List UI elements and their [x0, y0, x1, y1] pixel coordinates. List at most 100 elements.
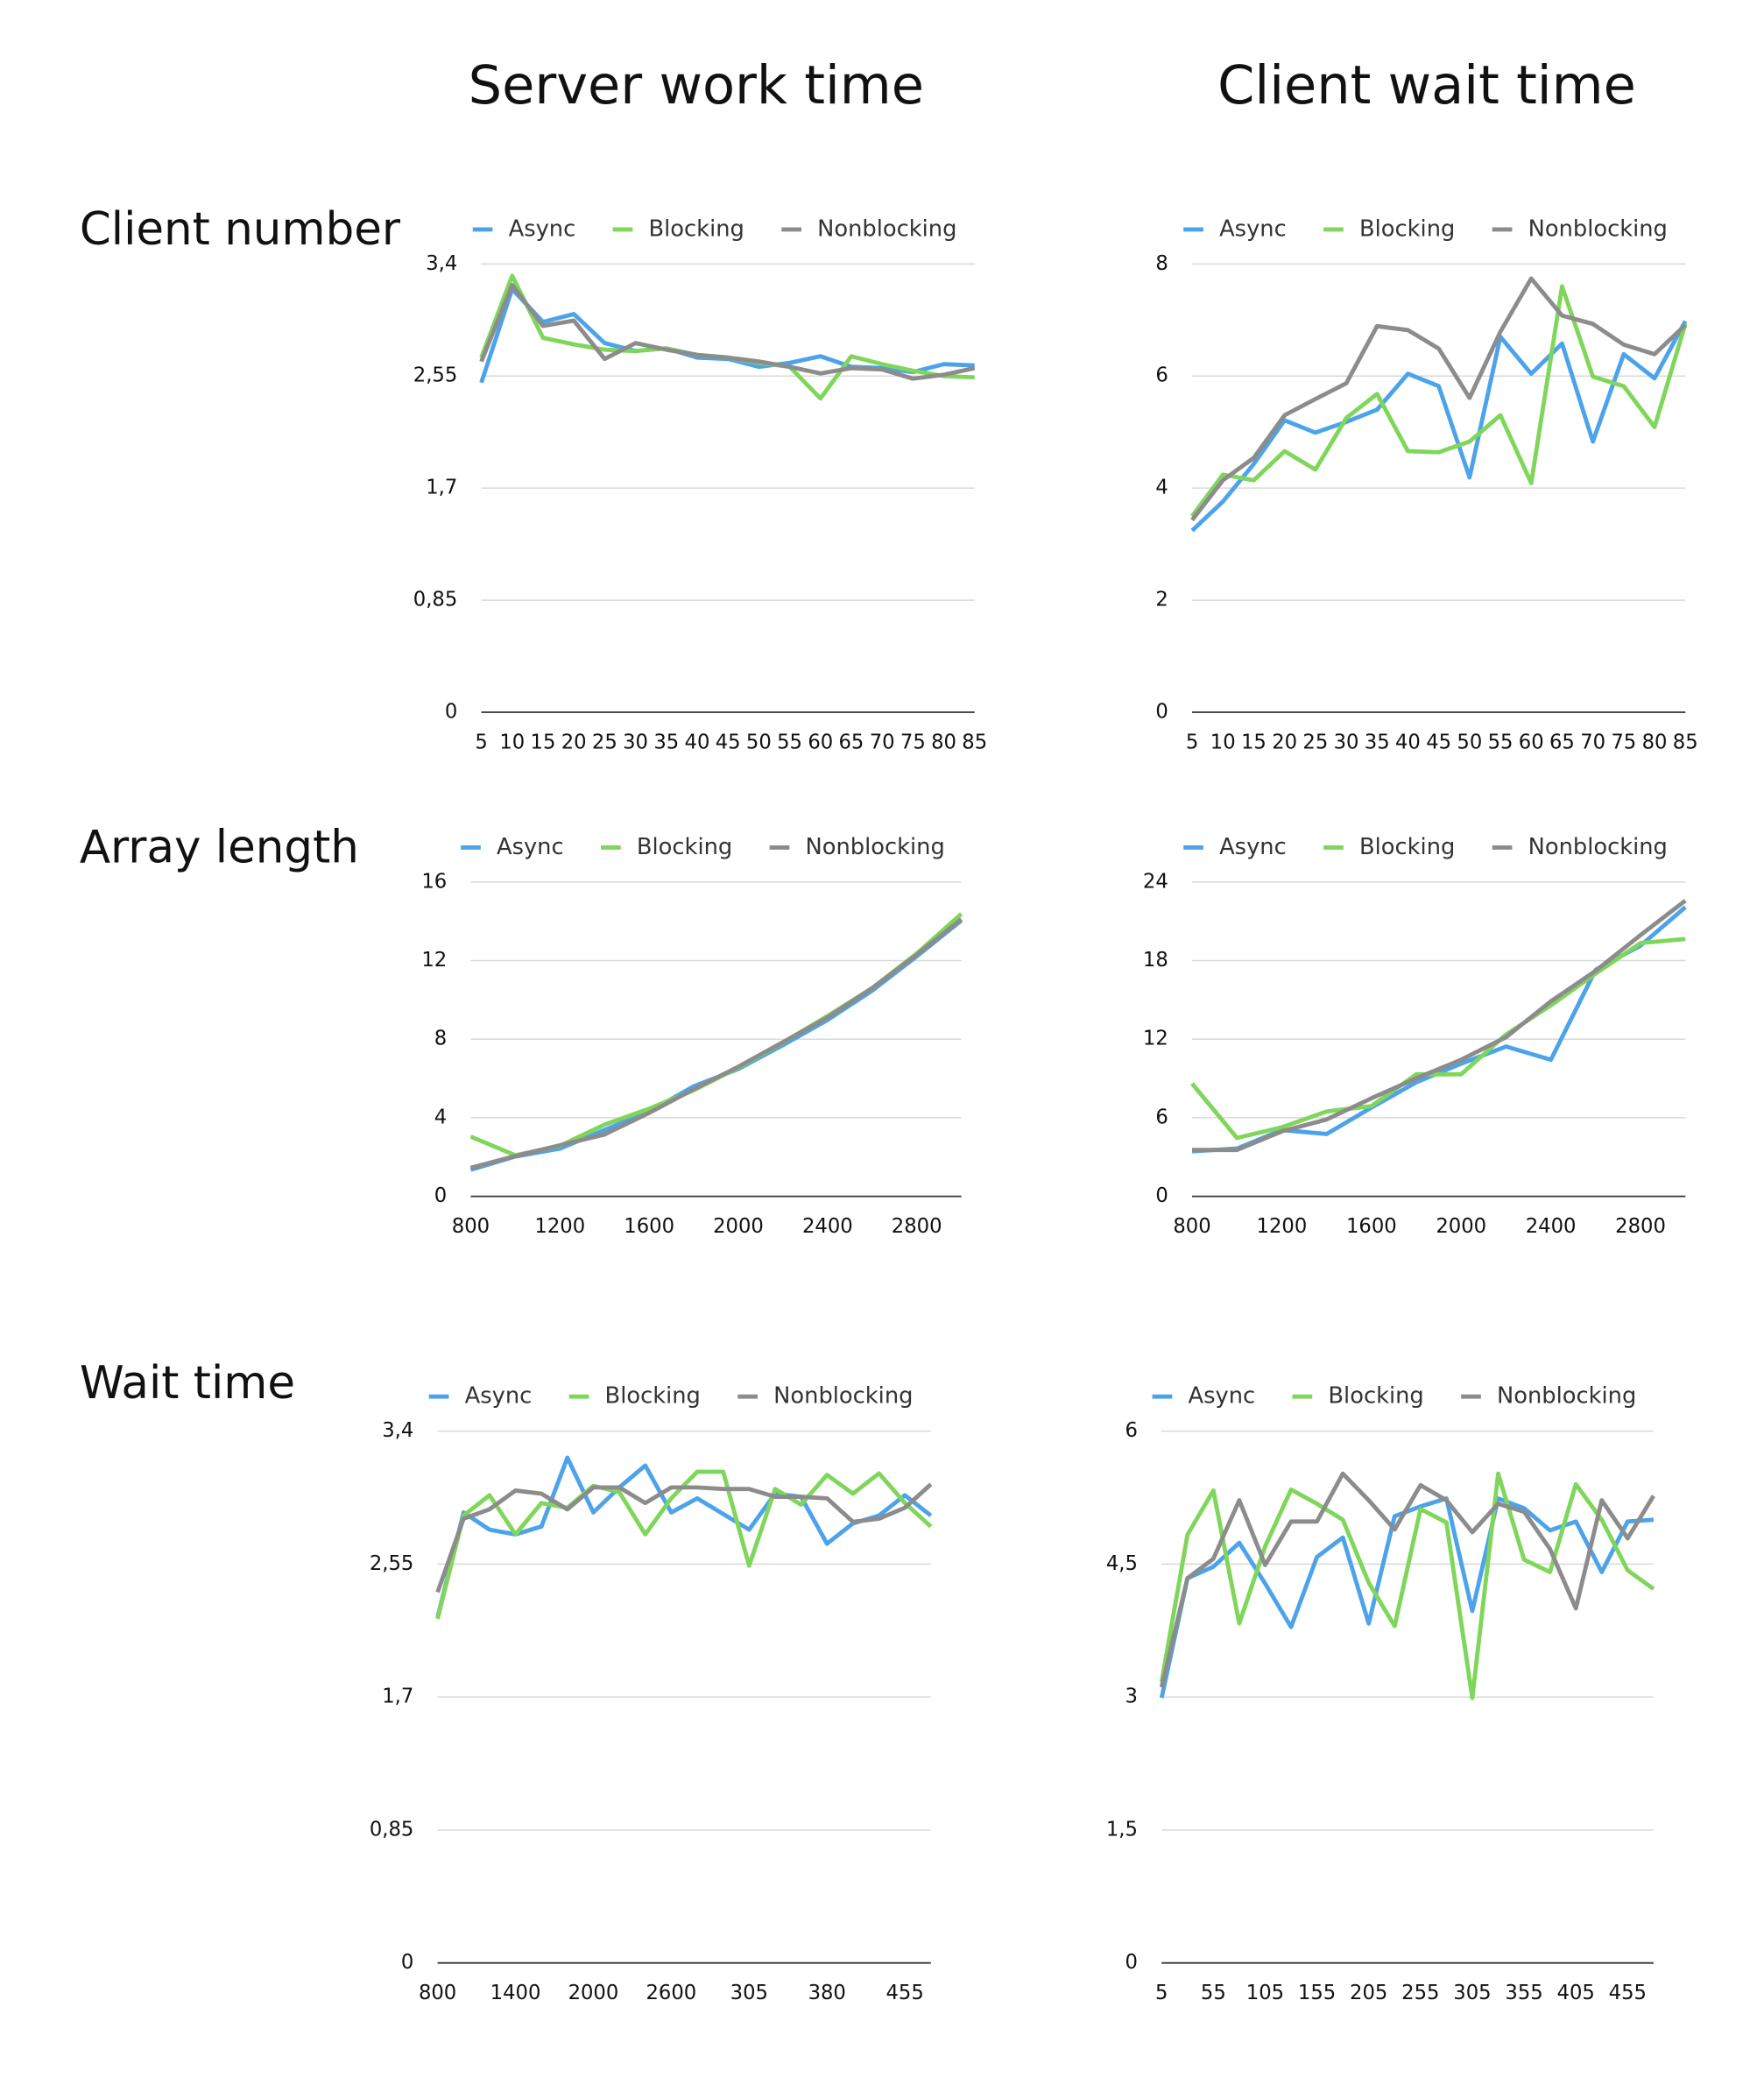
- x-tick-label: 60: [808, 731, 833, 753]
- series-line: [469, 912, 963, 1158]
- legend-label: Blocking: [649, 216, 744, 242]
- legend: Async Blocking Nonblocking: [472, 216, 956, 242]
- x-tick-label: 380: [808, 1982, 846, 2004]
- column-title: Client wait time: [1217, 55, 1636, 117]
- x-tick-label: 2000: [713, 1215, 764, 1238]
- y-tick-label: 12: [421, 949, 447, 972]
- x-tick-label: 75: [1611, 731, 1636, 753]
- series-line: [1190, 276, 1687, 522]
- x-tick-label: 305: [730, 1982, 768, 2004]
- series-line: [435, 1482, 933, 1594]
- x-tick-label: 1200: [534, 1215, 585, 1238]
- y-tick-label: 8: [434, 1028, 447, 1050]
- x-tick-label: 35: [1365, 731, 1390, 753]
- y-tick-label: 2,55: [370, 1552, 414, 1575]
- y-tick-label: 0: [1155, 1184, 1168, 1207]
- y-tick-label: 3,4: [426, 252, 457, 275]
- y-tick-label: 6: [1155, 1106, 1168, 1128]
- x-tick-label: 25: [592, 731, 617, 753]
- x-tick-label: 85: [962, 731, 987, 753]
- x-tick-label: 1200: [1257, 1215, 1308, 1238]
- x-tick-label: 2400: [802, 1215, 853, 1238]
- legend-label: Async: [465, 1383, 533, 1410]
- y-tick-label: 2: [1155, 589, 1168, 611]
- row-title: Wait time: [80, 1357, 295, 1410]
- x-tick-label: 2800: [1615, 1215, 1666, 1238]
- x-tick-label: 45: [1426, 731, 1451, 753]
- y-tick-label: 4: [434, 1106, 447, 1128]
- legend-label: Nonblocking: [1497, 1383, 1636, 1410]
- x-tick-label: 800: [1173, 1215, 1210, 1238]
- y-tick-label: 0: [434, 1184, 447, 1207]
- x-tick-label: 55: [777, 731, 802, 753]
- series-line: [479, 273, 975, 401]
- x-tick-label: 205: [1350, 1982, 1387, 2004]
- x-tick-label: 455: [1609, 1982, 1647, 2004]
- x-tick-label: 30: [623, 731, 648, 753]
- x-tick-label: 70: [1580, 731, 1605, 753]
- legend-label: Nonblocking: [1528, 834, 1668, 860]
- y-tick-label: 4: [1155, 477, 1168, 499]
- x-tick-label: 50: [1457, 731, 1482, 753]
- x-tick-label: 5: [475, 731, 487, 753]
- legend-label: Nonblocking: [1528, 216, 1668, 242]
- y-tick-label: 3: [1125, 1686, 1138, 1708]
- x-tick-label: 105: [1246, 1982, 1284, 2004]
- x-tick-label: 55: [1201, 1982, 1226, 2004]
- legend-label: Async: [1219, 216, 1287, 242]
- series-line: [469, 918, 963, 1172]
- x-tick-label: 2400: [1526, 1215, 1577, 1238]
- x-tick-label: 10: [499, 731, 525, 753]
- y-tick-label: 0: [1155, 701, 1168, 724]
- x-tick-label: 60: [1519, 731, 1544, 753]
- y-tick-label: 2,55: [413, 364, 458, 387]
- chart: 0 4 8 12 16 800 1200 1600 2000 2400 2800 Async Block…: [421, 834, 963, 1238]
- y-tick-label: 6: [1125, 1419, 1138, 1442]
- series-line: [1159, 1471, 1655, 1688]
- series-line: [1190, 284, 1688, 518]
- x-tick-label: 455: [886, 1982, 923, 2004]
- y-tick-label: 18: [1143, 949, 1168, 972]
- x-tick-label: 355: [1505, 1982, 1542, 2004]
- y-tick-label: 1,5: [1106, 1818, 1138, 1841]
- y-tick-label: 1,7: [382, 1686, 413, 1708]
- y-tick-label: 4,5: [1106, 1552, 1138, 1575]
- series-line: [1192, 899, 1687, 1153]
- series-line: [1190, 320, 1688, 533]
- series-line: [1191, 905, 1687, 1154]
- legend-label: Async: [1188, 1383, 1255, 1410]
- legend: Async Blocking Nonblocking: [1183, 834, 1668, 860]
- chart: 01,534,565 55 105 155 205 255 305 355 405 455Asyn…: [1106, 1383, 1655, 2004]
- legend-label: Nonblocking: [806, 834, 945, 860]
- row-title: Client number: [80, 203, 401, 256]
- series-line: [1190, 936, 1686, 1141]
- legend-label: Nonblocking: [817, 216, 956, 242]
- x-tick-label: 2000: [1436, 1215, 1486, 1238]
- x-tick-label: 25: [1302, 731, 1328, 753]
- y-tick-label: 24: [1143, 870, 1168, 893]
- x-tick-label: 15: [1241, 731, 1267, 753]
- x-tick-label: 255: [1401, 1982, 1439, 2004]
- chart: 0 0,85 1,7 2,55 3,4 800 1400 2000 2600 305 380 455 A…: [370, 1383, 933, 2004]
- y-tick-label: 12: [1143, 1028, 1168, 1050]
- legend-label: Nonblocking: [773, 1383, 913, 1410]
- x-tick-label: 50: [746, 731, 772, 753]
- x-tick-label: 30: [1334, 731, 1359, 753]
- x-tick-label: 800: [419, 1982, 456, 2004]
- x-tick-label: 85: [1673, 731, 1698, 753]
- x-tick-label: 45: [716, 731, 741, 753]
- x-tick-label: 80: [1642, 731, 1668, 753]
- y-tick-label: 0: [445, 701, 457, 724]
- series-line: [1159, 1471, 1655, 1700]
- legend-label: Async: [509, 216, 576, 242]
- x-tick-label: 65: [839, 731, 864, 753]
- x-tick-label: 2800: [892, 1215, 942, 1238]
- legend-label: Blocking: [1359, 216, 1455, 242]
- x-tick-label: 1600: [1346, 1215, 1397, 1238]
- legend-label: Async: [497, 834, 564, 860]
- x-tick-label: 2000: [568, 1982, 619, 2004]
- y-tick-label: 3,4: [382, 1419, 413, 1442]
- series-line: [435, 1469, 933, 1620]
